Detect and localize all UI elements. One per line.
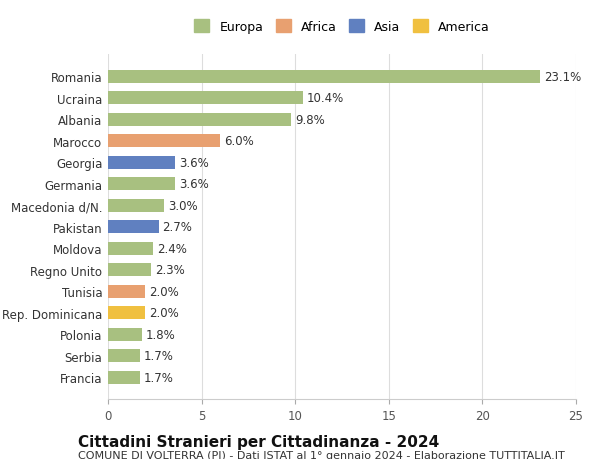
Text: 9.8%: 9.8%: [295, 113, 325, 127]
Text: 2.0%: 2.0%: [149, 307, 179, 319]
Text: 3.6%: 3.6%: [179, 178, 209, 191]
Bar: [108, 135, 220, 148]
Bar: [108, 178, 175, 191]
Text: 2.7%: 2.7%: [162, 221, 192, 234]
Bar: [108, 307, 145, 319]
Text: 23.1%: 23.1%: [544, 71, 581, 84]
Bar: [108, 349, 140, 362]
Bar: [108, 199, 164, 212]
Bar: [108, 263, 151, 276]
Text: COMUNE DI VOLTERRA (PI) - Dati ISTAT al 1° gennaio 2024 - Elaborazione TUTTITALI: COMUNE DI VOLTERRA (PI) - Dati ISTAT al …: [78, 450, 565, 459]
Text: 2.4%: 2.4%: [157, 242, 187, 255]
Legend: Europa, Africa, Asia, America: Europa, Africa, Asia, America: [191, 17, 493, 38]
Text: 3.6%: 3.6%: [179, 157, 209, 169]
Text: 2.3%: 2.3%: [155, 263, 185, 277]
Bar: [108, 242, 153, 255]
Bar: [108, 285, 145, 298]
Bar: [108, 221, 158, 234]
Text: 1.7%: 1.7%: [143, 371, 173, 384]
Bar: [108, 328, 142, 341]
Text: Cittadini Stranieri per Cittadinanza - 2024: Cittadini Stranieri per Cittadinanza - 2…: [78, 434, 439, 449]
Text: 6.0%: 6.0%: [224, 135, 254, 148]
Text: 3.0%: 3.0%: [168, 199, 197, 212]
Text: 10.4%: 10.4%: [307, 92, 344, 105]
Text: 1.8%: 1.8%: [145, 328, 175, 341]
Bar: [108, 157, 175, 169]
Bar: [108, 113, 292, 127]
Bar: [108, 71, 541, 84]
Text: 1.7%: 1.7%: [143, 349, 173, 362]
Text: 2.0%: 2.0%: [149, 285, 179, 298]
Bar: [108, 92, 302, 105]
Bar: [108, 371, 140, 384]
